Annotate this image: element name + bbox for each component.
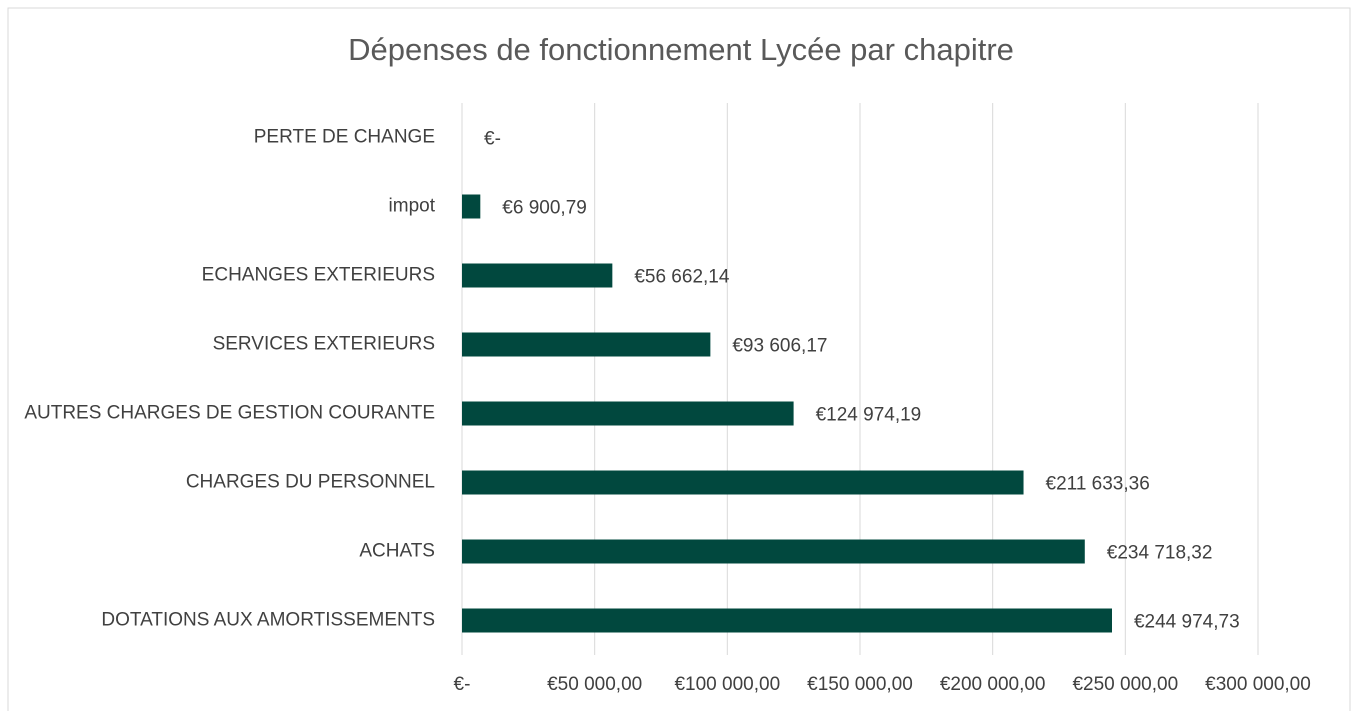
x-tick-label: €200 000,00	[940, 674, 1046, 695]
bar	[462, 194, 481, 219]
y-tick-label: PERTE DE CHANGE	[254, 127, 435, 148]
value-label: €211 633,36	[1046, 474, 1150, 495]
bar	[462, 401, 794, 426]
y-tick-label: AUTRES CHARGES DE GESTION COURANTE	[24, 403, 435, 424]
value-label: €56 662,14	[634, 267, 730, 288]
x-tick-label: €100 000,00	[674, 674, 780, 695]
y-tick-label: impot	[389, 196, 436, 217]
bar	[462, 263, 613, 288]
value-label: €-	[484, 129, 501, 150]
bar	[462, 608, 1112, 633]
y-tick-label: ACHATS	[359, 541, 435, 562]
x-tick-label: €250 000,00	[1072, 674, 1178, 695]
value-label: €93 606,17	[732, 336, 827, 357]
bar	[462, 539, 1085, 564]
value-label: €234 718,32	[1107, 543, 1213, 564]
x-tick-label: €150 000,00	[807, 674, 913, 695]
x-tick-label: €300 000,00	[1205, 674, 1311, 695]
x-tick-label: €-	[454, 674, 471, 695]
x-tick-label: €50 000,00	[547, 674, 642, 695]
y-tick-label: SERVICES EXTERIEURS	[213, 334, 435, 355]
value-label: €124 974,19	[816, 405, 922, 426]
value-label: €6 900,79	[502, 198, 587, 219]
y-tick-label: DOTATIONS AUX AMORTISSEMENTS	[101, 610, 435, 631]
bar	[462, 332, 711, 357]
bar	[462, 470, 1024, 495]
value-label: €244 974,73	[1134, 612, 1240, 633]
y-tick-label: ECHANGES EXTERIEURS	[202, 265, 435, 286]
chart-title: Dépenses de fonctionnement Lycée par cha…	[348, 32, 1014, 67]
y-tick-label: CHARGES DU PERSONNEL	[186, 472, 435, 493]
chart-frame	[7, 7, 1351, 711]
